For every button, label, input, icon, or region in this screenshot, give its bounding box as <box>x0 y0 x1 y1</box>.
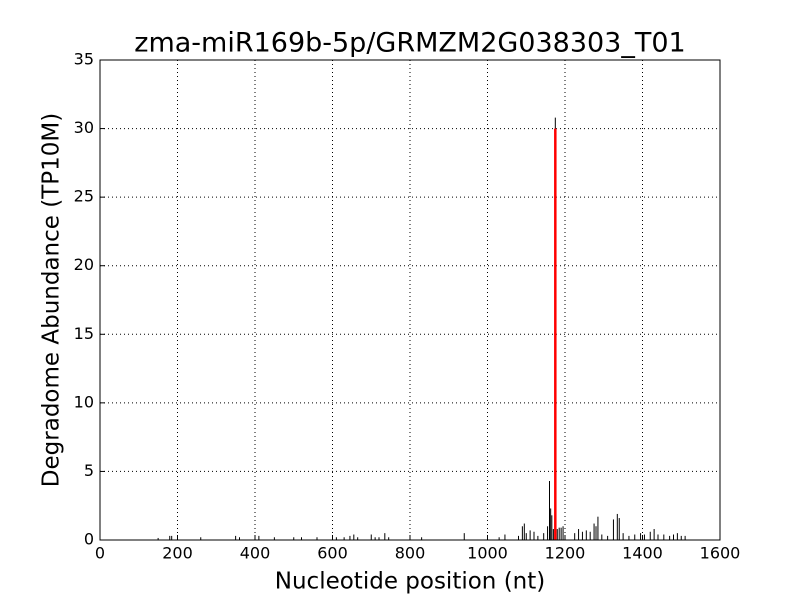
plot-frame <box>99 59 721 541</box>
y-tick-label: 20 <box>74 255 94 274</box>
x-axis-label: Nucleotide position (nt) <box>275 569 545 595</box>
x-tick-label: 1600 <box>700 544 741 563</box>
x-tick-label: 0 <box>95 544 105 563</box>
chart-title: zma-miR169b-5p/GRMZM2G038303_T01 <box>134 28 685 59</box>
x-tick-label: 1400 <box>622 544 663 563</box>
y-tick-label: 30 <box>74 118 94 137</box>
x-tick-label: 800 <box>395 544 426 563</box>
y-tick-label: 25 <box>74 187 94 206</box>
x-tick-label: 200 <box>162 544 193 563</box>
x-tick-label: 1000 <box>467 544 508 563</box>
y-tick-label: 0 <box>84 530 94 549</box>
y-tick-label: 5 <box>84 461 94 480</box>
x-tick-label: 600 <box>317 544 348 563</box>
y-tick-label: 35 <box>74 50 94 69</box>
y-axis-label: Degradome Abundance (TP10M) <box>39 113 65 487</box>
x-tick-label: 400 <box>240 544 271 563</box>
y-tick-label: 15 <box>74 324 94 343</box>
y-tick-label: 10 <box>74 392 94 411</box>
x-tick-label: 1200 <box>545 544 586 563</box>
